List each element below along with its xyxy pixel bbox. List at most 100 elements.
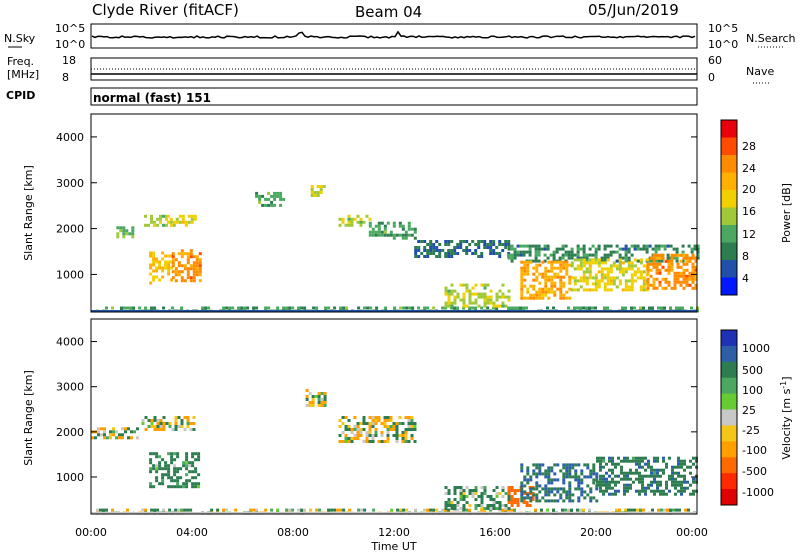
velocity-cell-8 <box>559 469 563 473</box>
power-cell-11 <box>594 250 598 254</box>
power-cell-0 <box>657 306 660 310</box>
power-cell-4 <box>149 272 153 276</box>
power-cell-12 <box>495 304 499 308</box>
power-cell-4 <box>158 266 162 270</box>
velocity-cell-9 <box>599 462 602 466</box>
xtick-0000-end: 00:00 <box>676 526 708 539</box>
velocity-cell-8 <box>568 469 572 473</box>
power-cell-12 <box>489 298 493 302</box>
noise-left-label: N.Sky <box>4 32 36 45</box>
power-cell-0 <box>585 306 588 310</box>
velocity-cell-3 <box>149 458 153 462</box>
velocity-cell-5 <box>413 440 417 443</box>
power-cell-13 <box>529 296 533 300</box>
velocity-cell-9 <box>665 483 668 487</box>
power-cell-8 <box>341 220 345 224</box>
power-cell-11 <box>537 250 541 254</box>
power-cell-10 <box>414 246 418 249</box>
power-cell-14 <box>597 261 601 265</box>
velocity-cell-3 <box>170 485 174 489</box>
velocity-cell-2 <box>165 422 169 425</box>
velocity-cell-8 <box>562 487 566 491</box>
velocity-cell-0 <box>510 508 514 512</box>
power-cell-11 <box>585 259 589 263</box>
power-cell-11 <box>582 244 586 248</box>
power-cell-0 <box>606 306 609 310</box>
power-cell-12 <box>486 301 490 305</box>
power-cell-8 <box>356 214 360 218</box>
power-cell-15 <box>652 265 656 269</box>
power-cell-6 <box>279 197 283 201</box>
velocity-cell-8 <box>532 469 536 473</box>
velocity-cell-8 <box>586 463 590 467</box>
velocity-cell-5 <box>410 419 414 422</box>
power-cell-13 <box>541 287 545 291</box>
velocity-cell-9 <box>611 492 614 496</box>
velocity-cell-1 <box>127 436 130 440</box>
power-cell-3 <box>166 214 170 218</box>
power-cell-10 <box>492 249 496 252</box>
power-cell-0 <box>369 306 373 310</box>
velocity-cell-6 <box>459 507 463 510</box>
power-cell-5 <box>195 270 199 274</box>
velocity-cell-9 <box>605 471 608 475</box>
power-cell-8 <box>350 223 354 227</box>
power-cell-5 <box>177 252 181 256</box>
velocity-cell-8 <box>565 490 569 494</box>
velocity-cell-9 <box>653 474 656 478</box>
velocity-cell-8 <box>559 487 563 491</box>
velocity-cell-8 <box>526 481 530 485</box>
power-cell-9 <box>404 230 408 234</box>
power-cell-0 <box>123 306 126 310</box>
power-cell-8 <box>356 220 360 224</box>
power-cell-5 <box>180 252 184 256</box>
velocity-cell-5 <box>401 434 405 437</box>
velocity-cell-9 <box>611 456 614 460</box>
power-cell-10 <box>477 240 481 243</box>
power-cell-11 <box>564 253 568 257</box>
velocity-cell-3 <box>152 485 156 489</box>
velocity-cell-1 <box>109 430 112 434</box>
power-cell-5 <box>186 261 190 265</box>
power-cell-14 <box>603 276 607 280</box>
velocity-cell-5 <box>404 428 408 431</box>
power-cell-13 <box>523 260 527 264</box>
velocity-cell-2 <box>171 428 175 431</box>
velocity-cell-8 <box>523 484 527 488</box>
velocity-cell-6 <box>453 507 457 510</box>
velocity-cell-8 <box>547 481 551 485</box>
velocity-cell-5 <box>404 431 408 434</box>
velocity-cell-3 <box>197 482 201 486</box>
power-cell-10 <box>426 243 430 246</box>
velocity-cell-5 <box>362 428 366 431</box>
velocity-cell-5 <box>368 434 372 437</box>
velocity-cell-2 <box>162 422 166 425</box>
power-cell-0 <box>591 306 594 310</box>
velocity-cell-9 <box>599 477 602 481</box>
power-cell-15 <box>685 283 689 287</box>
velocity-cell-9 <box>683 459 686 463</box>
power-cell-12 <box>462 301 466 305</box>
power-cell-0 <box>363 306 367 310</box>
power-cell-0 <box>630 306 633 310</box>
velocity-cell-0 <box>342 508 346 512</box>
power-cell-15 <box>667 262 671 266</box>
power-cell-11 <box>522 250 526 254</box>
velocity-cell-0 <box>288 508 292 512</box>
velocity-cell-8 <box>529 490 533 494</box>
power-cell-11 <box>624 250 628 254</box>
velocity-cell-6 <box>471 489 475 492</box>
velocity-cell-8 <box>595 472 599 476</box>
velocity-cell-8 <box>571 499 575 503</box>
power-cell-6 <box>255 194 259 198</box>
power-cell-0 <box>285 306 289 310</box>
velocity-cell-8 <box>568 484 572 488</box>
velocity-cell-9 <box>671 471 674 475</box>
power-cell-15 <box>658 256 662 260</box>
power-cell-13 <box>568 281 572 285</box>
power-cell-0 <box>339 306 343 310</box>
velocity-cell-9 <box>644 468 647 472</box>
power-cell-0 <box>444 306 448 310</box>
power-cell-5 <box>192 264 196 268</box>
power-cell-5 <box>189 252 193 256</box>
